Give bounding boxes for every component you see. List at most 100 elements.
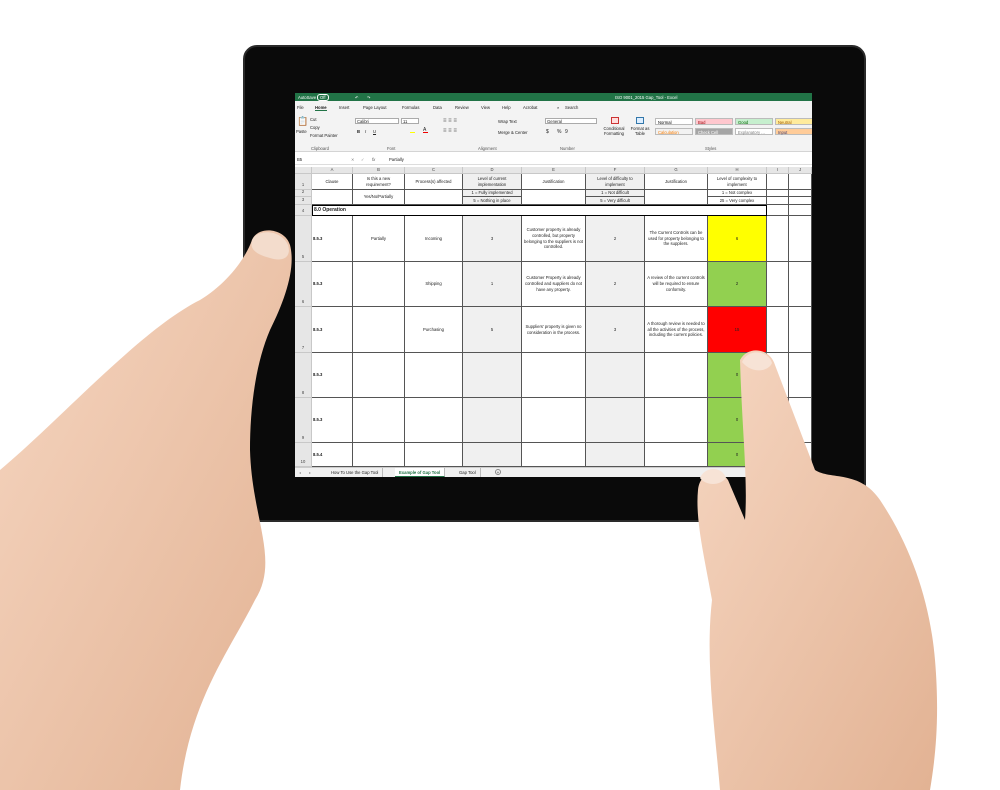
cell-diff[interactable] — [586, 443, 645, 467]
cell-j[interactable] — [789, 443, 812, 467]
column-header-a[interactable]: A — [312, 167, 353, 174]
format-as-table-icon[interactable] — [636, 117, 644, 124]
function-icon[interactable]: fx — [372, 157, 376, 162]
header-new-req[interactable]: Is this a new requirement? — [353, 174, 405, 190]
cell-j[interactable] — [789, 197, 812, 205]
cell-g2[interactable] — [645, 190, 708, 205]
italic-button[interactable]: I — [365, 129, 367, 134]
cell-j[interactable] — [789, 216, 812, 262]
paste-button[interactable]: Paste — [296, 129, 307, 134]
row-header[interactable]: 10 — [295, 443, 312, 467]
cell-diff[interactable]: 2 — [586, 262, 645, 307]
cell-i[interactable] — [767, 197, 789, 205]
menu-tab-formulas[interactable]: Formulas — [402, 105, 420, 110]
row-header[interactable]: 6 — [295, 262, 312, 307]
cell-style-explanatory[interactable]: Explanatory ... — [735, 128, 773, 135]
cell-diff[interactable]: 3 — [586, 307, 645, 353]
cell-just1[interactable] — [522, 443, 586, 467]
cell-style-bad[interactable]: Bad — [695, 118, 733, 125]
cell-new-req[interactable] — [353, 443, 405, 467]
paste-icon[interactable]: 📋 — [297, 116, 309, 126]
cell-new-req[interactable] — [353, 262, 405, 307]
header-diff[interactable]: Level of difficulty to implement — [586, 174, 645, 190]
cell-process[interactable]: Purchasing — [405, 307, 463, 353]
column-header-e[interactable]: E — [522, 167, 586, 174]
prev-sheet-icon[interactable]: ◂ — [299, 470, 302, 475]
cell-process[interactable]: Incoming — [405, 216, 463, 262]
cell-process[interactable]: Shipping — [405, 262, 463, 307]
cell-just1[interactable] — [522, 398, 586, 443]
cell-impl[interactable] — [463, 398, 522, 443]
cell-new-req[interactable] — [353, 398, 405, 443]
cell-just2[interactable]: The Current Controls can be used for pro… — [645, 216, 708, 262]
legend-complex-1[interactable]: 1 = Not complex — [708, 190, 767, 197]
header-clause[interactable]: Clause — [312, 174, 353, 190]
cell-clause[interactable]: 8.5.3 — [312, 262, 353, 307]
currency-button[interactable]: $ — [546, 129, 549, 135]
cell-i4[interactable] — [767, 205, 789, 216]
menu-tab-home[interactable]: Home — [315, 105, 327, 111]
cell-just1[interactable]: Suppliers' property is given no consider… — [522, 307, 586, 353]
autosave-toggle[interactable]: Off — [317, 94, 329, 101]
add-sheet-button[interactable]: + — [495, 469, 501, 475]
cell-j[interactable] — [789, 190, 812, 197]
row-header[interactable]: 5 — [295, 216, 312, 262]
copy-button[interactable]: Copy — [310, 125, 320, 130]
comma-button[interactable]: 9 — [565, 129, 568, 135]
cell-style-neutral[interactable]: Neutral — [775, 118, 812, 125]
row-header[interactable]: 3 — [295, 197, 312, 205]
header-process[interactable]: Process(s) affected — [405, 174, 463, 190]
cell-clause[interactable]: 8.5.3 — [312, 307, 353, 353]
column-header-h[interactable]: H — [708, 167, 767, 174]
column-header-f[interactable]: F — [586, 167, 645, 174]
cell-just2[interactable]: A review of the current controls will be… — [645, 262, 708, 307]
cell-clause[interactable]: 8.5.3 — [312, 353, 353, 398]
column-header-d[interactable]: D — [463, 167, 522, 174]
percent-button[interactable]: % — [557, 129, 562, 135]
cell-i[interactable] — [767, 307, 789, 353]
search-icon[interactable]: ⌕ — [557, 105, 560, 110]
cell-diff[interactable] — [586, 353, 645, 398]
cell-style-input[interactable]: Input — [775, 128, 812, 135]
cell-just2[interactable] — [645, 398, 708, 443]
cell-j4[interactable] — [789, 205, 812, 216]
sheet-tab-how-to-use-the-gap-tool[interactable]: How To Use the Gap Tool — [327, 468, 384, 477]
cell-just2[interactable] — [645, 443, 708, 467]
row-header[interactable]: 2 — [295, 190, 312, 197]
cancel-icon[interactable]: ✕ — [351, 157, 355, 162]
menu-tab-file[interactable]: File — [297, 105, 304, 110]
cell-i[interactable] — [767, 190, 789, 197]
wrap-text-button[interactable]: Wrap Text — [498, 119, 517, 124]
redo-icon[interactable]: ↷ — [367, 94, 371, 100]
legend-complex-25[interactable]: 25 = Very complex — [708, 197, 767, 205]
cell-complex[interactable]: 15 — [708, 307, 767, 353]
cell-style-check-cell[interactable]: Check Cell — [695, 128, 733, 135]
cell-just2[interactable] — [645, 353, 708, 398]
cell-new-req[interactable]: Partially — [353, 216, 405, 262]
cell-e2[interactable] — [522, 190, 586, 205]
cell-complex[interactable]: 0 — [708, 353, 767, 398]
cell-i[interactable] — [767, 443, 789, 467]
cell-impl[interactable] — [463, 443, 522, 467]
enter-icon[interactable]: ✓ — [361, 157, 365, 162]
sheet-tab-gap-tool[interactable]: Gap Tool — [455, 468, 481, 477]
cell-i[interactable] — [767, 262, 789, 307]
cell-just1[interactable] — [522, 353, 586, 398]
bold-button[interactable]: B — [357, 129, 361, 134]
undo-icon[interactable]: ↶ — [355, 94, 359, 100]
conditional-formatting-icon[interactable] — [611, 117, 619, 124]
header-impl[interactable]: Level of current implementation — [463, 174, 522, 190]
cell-complex[interactable]: 0 — [708, 398, 767, 443]
row-header[interactable]: 9 — [295, 398, 312, 443]
cell-clause[interactable]: 8.5.3 — [312, 398, 353, 443]
cell-new-req[interactable] — [353, 307, 405, 353]
fill-color-icon[interactable] — [410, 128, 415, 133]
column-header-i[interactable]: I — [767, 167, 789, 174]
cell-impl[interactable]: 1 — [463, 262, 522, 307]
menu-tab-acrobat[interactable]: Acrobat — [523, 105, 538, 110]
font-size-select[interactable]: 11 — [401, 118, 419, 124]
cell-j1[interactable] — [789, 174, 812, 190]
legend-diff-5[interactable]: 5 = Very difficult — [586, 197, 645, 205]
cell-impl[interactable]: 3 — [463, 216, 522, 262]
cell-i[interactable] — [767, 353, 789, 398]
